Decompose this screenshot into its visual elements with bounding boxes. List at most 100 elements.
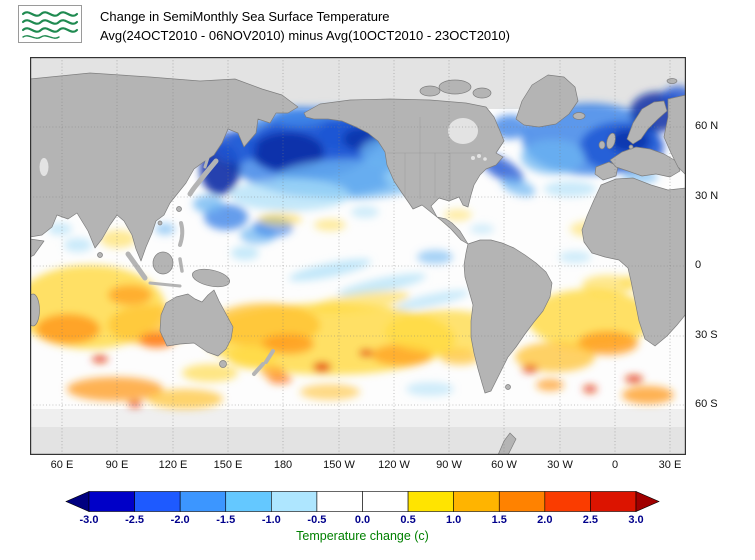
land-sakhalin bbox=[203, 149, 212, 169]
hudson-bay bbox=[448, 118, 478, 144]
land-iberia bbox=[594, 161, 619, 181]
land-eurasia bbox=[30, 72, 299, 262]
agency-logo bbox=[18, 5, 82, 43]
colorbar-tick-label: -2.5 bbox=[125, 514, 145, 526]
land-sulawesi bbox=[178, 257, 184, 273]
sst-anomaly-blob bbox=[359, 349, 373, 357]
lon-label: 150 E bbox=[213, 459, 243, 471]
sst-anomaly-blob bbox=[406, 382, 454, 396]
sst-anomaly-blob bbox=[544, 181, 596, 197]
colorbar-segment bbox=[453, 491, 500, 512]
sst-anomaly-blob bbox=[314, 219, 346, 231]
colorbar-tick-label: 3.0 bbox=[628, 514, 644, 526]
land-greenland bbox=[515, 74, 579, 128]
sst-anomaly-blob bbox=[522, 365, 538, 373]
lon-label: 120 W bbox=[378, 459, 410, 471]
sst-anomaly-blob bbox=[36, 314, 100, 344]
land-central-europe bbox=[609, 146, 681, 178]
land-antarctic-peninsula bbox=[497, 432, 517, 455]
sst-anomaly-blob bbox=[92, 355, 108, 363]
sst-anomaly-blob bbox=[288, 258, 372, 282]
land-java bbox=[148, 281, 182, 288]
colorbar-tick-label: 1.5 bbox=[491, 514, 507, 526]
colorbar-tick-label: 2.0 bbox=[537, 514, 553, 526]
colorbar-tick-label: -3.0 bbox=[79, 514, 99, 526]
land-newzealand-south bbox=[252, 362, 265, 376]
colorbar-tick-label: -1.0 bbox=[261, 514, 281, 526]
sst-map bbox=[30, 57, 686, 455]
sst-anomaly-blob bbox=[521, 140, 585, 174]
land-horn-of-africa bbox=[30, 238, 45, 258]
lat-label: 60 N bbox=[695, 120, 719, 132]
lon-label: 0 bbox=[611, 459, 619, 471]
sst-anomaly-blob bbox=[128, 400, 142, 408]
colorbar-caption: Temperature change (c) bbox=[296, 529, 429, 543]
title-line-1: Change in SemiMonthly Sea Surface Temper… bbox=[100, 9, 390, 24]
sst-anomaly-blob bbox=[536, 379, 564, 391]
colorbar-tick-label: 2.5 bbox=[582, 514, 599, 526]
land-arctic-island-3 bbox=[419, 85, 441, 97]
land-britain bbox=[606, 132, 616, 150]
lat-label: 60 S bbox=[695, 398, 718, 410]
sst-anomaly-blob bbox=[583, 385, 597, 393]
lat-label: 30 S bbox=[695, 329, 718, 341]
sst-anomaly-blob bbox=[193, 195, 223, 213]
map-frame bbox=[30, 57, 686, 455]
colorbar-segment bbox=[134, 491, 181, 512]
colorbar-segment bbox=[271, 491, 318, 512]
land-newguinea bbox=[191, 268, 231, 288]
sst-anomaly-blob bbox=[258, 212, 302, 226]
great-lake-2 bbox=[477, 154, 481, 158]
map-title: Change in SemiMonthly Sea Surface Temper… bbox=[100, 7, 510, 45]
land-srilanka bbox=[97, 252, 103, 258]
sst-anomaly-blob bbox=[64, 238, 92, 252]
sst-anomaly-blob bbox=[394, 290, 470, 310]
colorbar-tick-label: -1.5 bbox=[216, 514, 236, 526]
sst-anomaly-blob bbox=[470, 224, 494, 234]
antarctic-nodata-band bbox=[30, 427, 686, 455]
colorbar-tick-label: -2.0 bbox=[170, 514, 190, 526]
colorbar-arrow-left bbox=[65, 491, 90, 512]
colorbar-segment bbox=[544, 491, 591, 512]
sst-anomaly-blob bbox=[417, 250, 453, 264]
colorbar-segment bbox=[179, 491, 227, 512]
sst-anomaly-blob bbox=[559, 251, 591, 263]
great-lake-3 bbox=[483, 157, 487, 161]
sst-anomaly-blob bbox=[252, 132, 324, 172]
lat-label: 30 N bbox=[695, 190, 719, 202]
sst-anomaly-blob bbox=[48, 223, 72, 235]
colorbar-tick-label: -0.5 bbox=[307, 514, 327, 526]
lon-label: 90 W bbox=[436, 459, 462, 471]
sst-anomaly-blob bbox=[231, 246, 259, 260]
colorbar-track bbox=[65, 491, 660, 512]
lon-label: 30 W bbox=[547, 459, 573, 471]
land-arctic-island-2 bbox=[472, 87, 492, 99]
land-nw-russia bbox=[663, 94, 686, 176]
colorbar-tick-label: 0.5 bbox=[400, 514, 416, 526]
subantarctic-band bbox=[30, 409, 686, 429]
sst-anomaly-blob bbox=[578, 331, 638, 355]
sst-anomaly-blob bbox=[351, 206, 379, 218]
graticule bbox=[30, 57, 686, 455]
sst-anomaly-blob bbox=[182, 364, 238, 382]
colorbar-ticks: -3.0 -2.5 -2.0 -1.5 -1.0 -0.5 0.0 0.5 1.0 1.5 2.0 2… bbox=[65, 514, 660, 527]
land-philippines bbox=[178, 221, 185, 247]
colorbar-segment bbox=[225, 491, 272, 512]
sst-anomaly-blob bbox=[500, 177, 536, 197]
sst-anomaly-blob bbox=[444, 209, 472, 221]
caspian-sea bbox=[39, 158, 49, 176]
land-australia bbox=[159, 289, 234, 357]
anomaly-field bbox=[30, 86, 686, 409]
land-newzealand-north bbox=[264, 349, 275, 364]
land-arctic-island-1 bbox=[438, 79, 472, 95]
great-lake-1 bbox=[471, 156, 475, 160]
land-tasmania bbox=[219, 360, 227, 368]
sst-map-canvas bbox=[30, 57, 686, 455]
lat-label: 0 bbox=[695, 259, 702, 271]
colorbar-arrow-right bbox=[635, 491, 660, 512]
sst-anomaly-blob bbox=[262, 334, 314, 354]
colorbar-segment bbox=[498, 491, 546, 512]
land-falklands bbox=[505, 384, 511, 390]
land-scandinavia bbox=[626, 100, 668, 145]
political-borders bbox=[387, 117, 482, 201]
